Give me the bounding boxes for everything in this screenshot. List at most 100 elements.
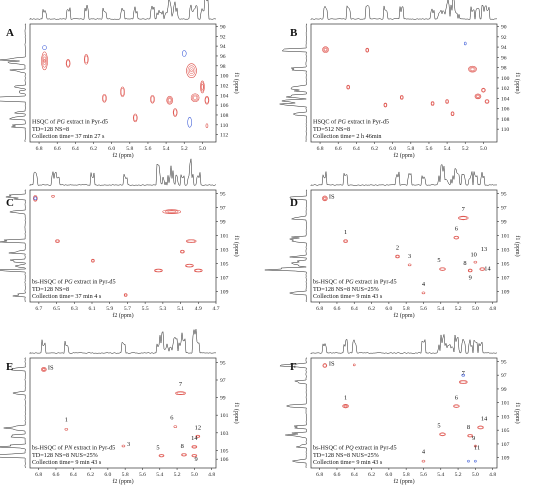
y-tick-label: 102 xyxy=(220,83,229,89)
x-tick-label: 5.6 xyxy=(139,472,146,478)
x-tick-label: 6.4 xyxy=(351,472,358,478)
cross-peak xyxy=(439,432,446,437)
y-tick-label: 104 xyxy=(220,93,229,99)
contour xyxy=(191,445,198,449)
panel-d: D 6.8 6.6 6.4 6.2 6.0 5.8 5.6 5.4 5.2 5.0 4.8 f2 (pp… xyxy=(264,164,521,319)
contour xyxy=(150,94,155,104)
contour xyxy=(42,56,47,66)
cross-peak xyxy=(421,291,426,295)
contour xyxy=(468,269,472,272)
contour xyxy=(468,65,477,73)
y-axis-label: f1 (ppm) xyxy=(233,72,240,93)
contour xyxy=(451,112,454,116)
info-segment: PG xyxy=(63,279,73,286)
peak-label: 1 xyxy=(65,416,68,423)
x-tick-label: 5.8 xyxy=(407,146,414,152)
contour xyxy=(190,69,193,73)
acquisition-info-line: bs-HSQC of PG extract in Pyr-d5 xyxy=(32,279,116,286)
y-tick-label: 105 xyxy=(220,448,229,454)
peak-label: 2 xyxy=(396,245,399,252)
negative-peak xyxy=(461,373,466,377)
acquisition-info-line: Collection time= 2 h 46min xyxy=(313,133,381,140)
y-tick-label: 95 xyxy=(501,359,507,365)
y-tick-label: 101 xyxy=(220,413,229,419)
peak-label: 8 xyxy=(463,260,466,267)
y-tick-label: 97 xyxy=(220,378,226,384)
contour xyxy=(430,101,435,106)
contour xyxy=(439,432,446,437)
contour xyxy=(474,93,482,100)
peak-label: 11 xyxy=(474,444,480,451)
contour xyxy=(51,195,55,198)
x-tick-label: 5.2 xyxy=(462,146,469,152)
x-tick-label: 5.5 xyxy=(142,306,149,312)
cross-peak xyxy=(322,363,328,368)
cross-peak xyxy=(200,80,205,94)
x-tick-label: 6.0 xyxy=(104,472,111,478)
contour xyxy=(166,95,174,105)
contour xyxy=(91,259,95,263)
x-tick-label: 5.0 xyxy=(472,472,479,478)
contour xyxy=(439,267,446,271)
y-tick-label: 112 xyxy=(220,133,228,139)
y-tick-label: 108 xyxy=(501,117,510,123)
panel-b: B 6.8 6.6 6.4 6.2 6.0 5.8 5.6 5.4 5.2 5.0 f2 (ppm) 9… xyxy=(279,0,521,159)
contour xyxy=(102,95,107,102)
contour xyxy=(175,391,186,395)
cross-peak xyxy=(343,239,348,243)
contour xyxy=(205,123,209,129)
cross-peak xyxy=(173,425,178,428)
y-tick-label: 103 xyxy=(220,431,229,437)
f2-projection xyxy=(29,158,217,186)
peak-label: 1 xyxy=(344,394,347,401)
panel-letter: C xyxy=(6,197,14,209)
contour xyxy=(91,258,95,263)
cross-peak xyxy=(91,258,95,263)
contour xyxy=(473,260,478,264)
x-tick-label: 5.4 xyxy=(163,146,170,152)
f2-projection xyxy=(310,0,498,20)
peak-label: 3 xyxy=(127,441,130,448)
cross-peak xyxy=(467,268,473,273)
contour xyxy=(343,404,349,408)
panel-letter: E xyxy=(6,361,13,373)
info-segment: bs-HSQC of xyxy=(32,445,64,452)
cross-peak xyxy=(83,54,89,65)
contour xyxy=(84,55,88,64)
x-tick-label: 5.0 xyxy=(480,146,487,152)
peak-label: 6 xyxy=(170,415,173,422)
contour xyxy=(453,404,460,408)
contour xyxy=(120,86,125,98)
contour xyxy=(485,99,489,104)
peak-label: 9 xyxy=(469,275,472,282)
x-tick-label: 5.0 xyxy=(191,472,198,478)
cross-peak xyxy=(186,63,197,78)
cross-peak xyxy=(150,94,155,104)
info-segment: extract in Pyr-d5 xyxy=(346,119,389,126)
x-tick-label: 5.4 xyxy=(437,472,444,478)
contour xyxy=(133,114,137,122)
contour xyxy=(476,94,480,98)
contour xyxy=(473,444,477,448)
y-tick-label: 100 xyxy=(220,74,229,80)
plot-frame xyxy=(310,23,498,143)
cross-peak xyxy=(121,444,126,448)
contour xyxy=(168,98,172,103)
info-segment: PG xyxy=(337,119,347,126)
contour xyxy=(132,113,138,123)
cross-peak xyxy=(365,47,370,53)
contour xyxy=(176,391,185,395)
f1-projection xyxy=(279,23,307,143)
f2-projection xyxy=(29,329,217,354)
y-tick-label: 97 xyxy=(501,373,507,379)
contour xyxy=(180,249,185,254)
plot-frame xyxy=(310,189,498,303)
cross-peak xyxy=(473,444,477,448)
x-axis-label: f2 (ppm) xyxy=(393,478,414,485)
y-tick-label: 90 xyxy=(220,24,226,30)
peak-label: 4 xyxy=(422,449,426,456)
contour xyxy=(190,93,200,103)
y-tick-label: 92 xyxy=(220,34,226,40)
cross-peak xyxy=(180,249,185,254)
info-segment: extract in Pyr-d5 xyxy=(73,279,116,286)
